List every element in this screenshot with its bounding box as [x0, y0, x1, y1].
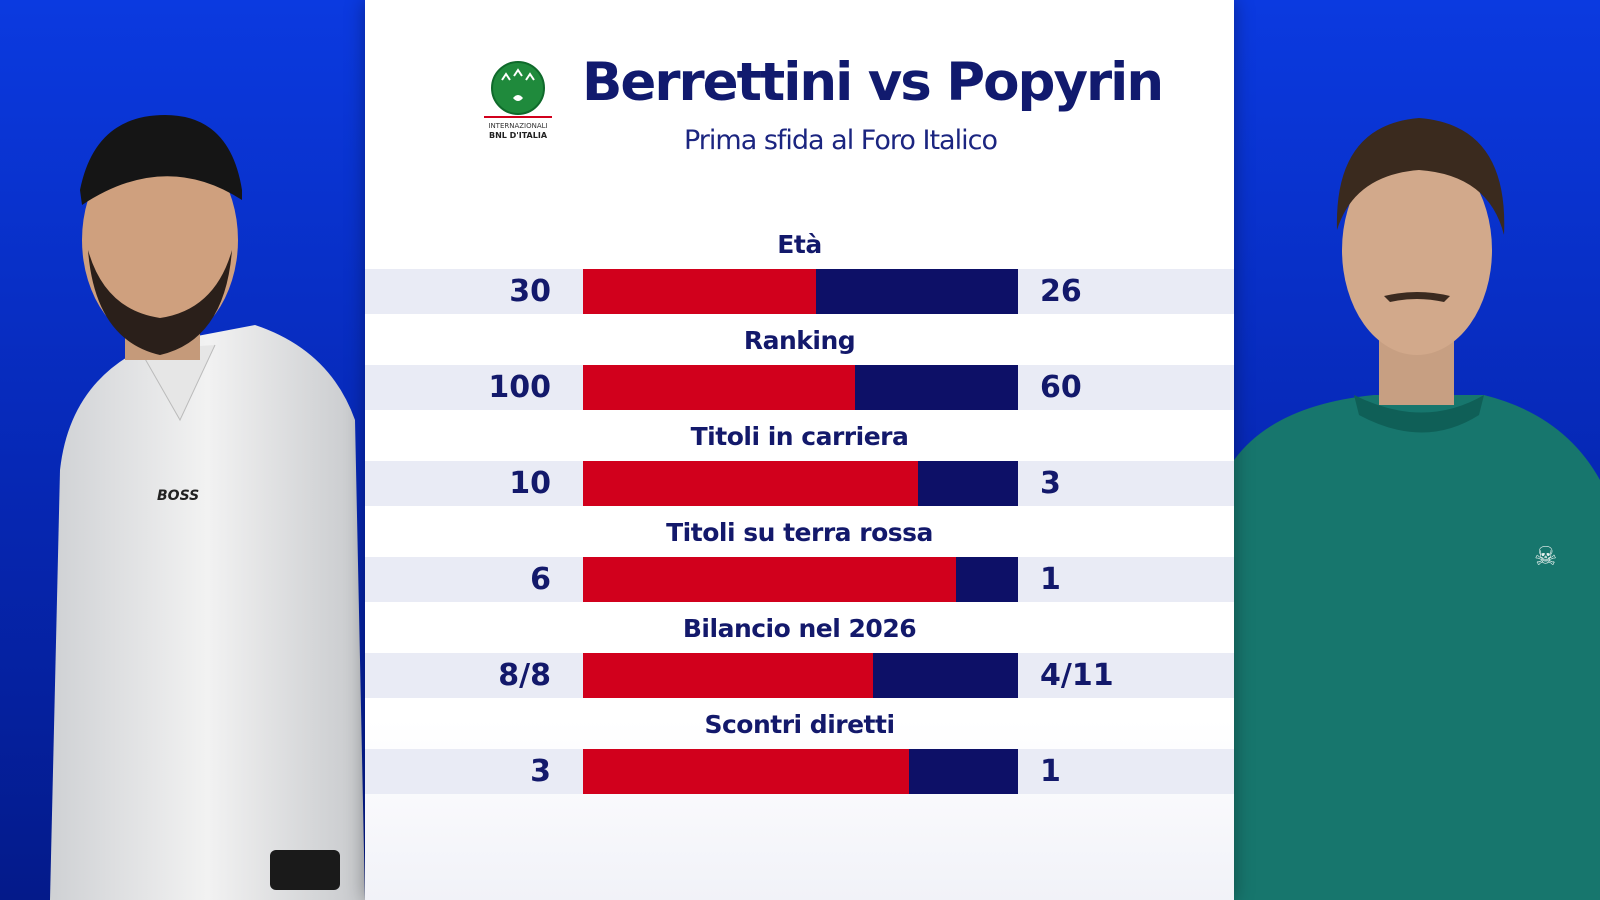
stat-label: Scontri diretti: [704, 710, 895, 739]
right-value: 4/11: [1040, 658, 1114, 693]
left-share-fill: [583, 461, 918, 506]
left-value: 100: [488, 370, 551, 405]
internazionali-bnl-ditalia-logo: INTERNAZIONALI BNL D'ITALIA: [484, 61, 552, 140]
right-value: 26: [1040, 274, 1082, 309]
logo-text-line1: INTERNAZIONALI: [488, 122, 547, 130]
comparison-bar: [583, 749, 1018, 794]
left-share-fill: [583, 653, 874, 698]
left-player-panel: BOSS: [0, 0, 365, 900]
right-value: 60: [1040, 370, 1082, 405]
stat-row-titoli-carriera: Titoli in carriera 10 3: [365, 422, 1234, 518]
logo-text-line2: BNL D'ITALIA: [489, 131, 548, 140]
comparison-bar: [583, 461, 1018, 506]
stat-row-bilancio-2026: Bilancio nel 2026 8/8 4/11: [365, 614, 1234, 710]
comparison-bar: [583, 653, 1018, 698]
boss-shirt-logo: BOSS: [157, 488, 200, 504]
page-subtitle: Prima sfida al Foro Italico: [684, 125, 998, 156]
right-player-photo: ☠: [1234, 118, 1600, 900]
stat-label: Età: [777, 230, 822, 259]
left-value: 3: [530, 754, 551, 789]
comparison-bar: [583, 365, 1018, 410]
stat-row-ranking: Ranking 100 60: [365, 326, 1234, 422]
left-share-fill: [583, 269, 816, 314]
comparison-bar: [583, 557, 1018, 602]
stat-label: Bilancio nel 2026: [682, 614, 917, 643]
stat-label: Titoli su terra rossa: [666, 518, 933, 547]
stat-label: Titoli in carriera: [690, 422, 909, 451]
left-share-fill: [583, 365, 855, 410]
stat-row-titoli-terra-rossa: Titoli su terra rossa 6 1: [365, 518, 1234, 614]
stat-label: Ranking: [743, 326, 856, 355]
left-value: 10: [509, 466, 551, 501]
left-player-photo: [50, 115, 365, 900]
right-value: 1: [1040, 754, 1061, 789]
left-share-fill: [583, 557, 956, 602]
left-value: 6: [530, 562, 551, 597]
stat-row-eta: Età 30 26: [365, 230, 1234, 326]
right-player-panel: ☠: [1234, 0, 1600, 900]
comparison-bar: [583, 269, 1018, 314]
left-value: 30: [509, 274, 551, 309]
left-share-fill: [583, 749, 910, 794]
stat-row-scontri-diretti: Scontri diretti 3 1: [365, 710, 1234, 806]
svg-text:☠: ☠: [1534, 542, 1557, 572]
page-title: Berrettini vs Popyrin: [582, 52, 1164, 113]
left-value: 8/8: [498, 658, 551, 693]
right-value: 1: [1040, 562, 1061, 597]
right-value: 3: [1040, 466, 1061, 501]
